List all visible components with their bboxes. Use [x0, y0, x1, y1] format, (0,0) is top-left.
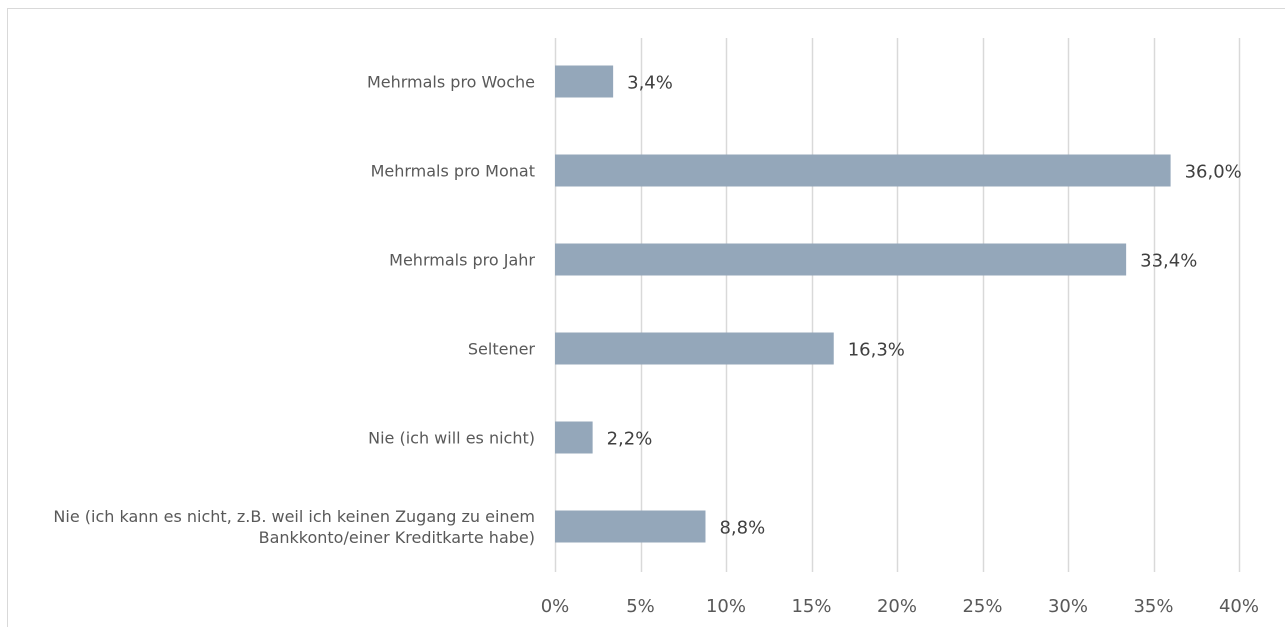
category-label-line: Mehrmals pro Monat [371, 162, 535, 181]
category-label: Mehrmals pro Jahr [389, 251, 535, 270]
category-label-line: Nie (ich kann es nicht, z.B. weil ich ke… [53, 507, 535, 526]
bar [555, 243, 1127, 276]
bar [555, 154, 1171, 187]
x-tick-label: 5% [626, 596, 655, 617]
value-label: 33,4% [1140, 251, 1197, 272]
x-tick-label: 35% [1133, 596, 1173, 617]
bars [555, 65, 1171, 543]
x-axis-tick-labels: 0% 5% 10% 15% 20% 25% 30% 35% 40% [541, 596, 1259, 617]
value-label: 16,3% [848, 340, 905, 361]
x-tick-label: 30% [1048, 596, 1088, 617]
x-tick-label: 20% [877, 596, 917, 617]
value-label: 8,8% [719, 518, 765, 539]
category-label-line: Bankkonto/einer Kreditkarte habe) [259, 528, 535, 547]
x-tick-label: 25% [962, 596, 1002, 617]
bar [555, 332, 834, 365]
category-label: Nie (ich kann es nicht, z.B. weil ich ke… [53, 507, 535, 547]
bar [555, 510, 706, 543]
category-label-line: Mehrmals pro Jahr [389, 251, 535, 270]
category-labels: Mehrmals pro Woche Mehrmals pro Monat Mehr… [53, 73, 535, 548]
bar [555, 421, 593, 454]
x-tick-label: 40% [1219, 596, 1259, 617]
gridlines [554, 38, 1241, 572]
category-label: Seltener [468, 340, 536, 359]
category-label: Nie (ich will es nicht) [368, 429, 535, 448]
value-labels: 3,4% 36,0% 33,4% 16,3% 2,2% 8,8% [607, 73, 1242, 539]
x-tick-label: 10% [706, 596, 746, 617]
category-label-line: Mehrmals pro Woche [367, 73, 535, 92]
x-tick-label: 0% [541, 596, 570, 617]
category-label-line: Nie (ich will es nicht) [368, 429, 535, 448]
chart-frame [7, 8, 1285, 627]
bar [555, 65, 614, 98]
category-label: Mehrmals pro Woche [367, 73, 535, 92]
category-label-line: Seltener [468, 340, 536, 359]
x-tick-label: 15% [791, 596, 831, 617]
value-label: 2,2% [607, 429, 653, 450]
category-label: Mehrmals pro Monat [371, 162, 535, 181]
value-label: 36,0% [1185, 162, 1242, 183]
value-label: 3,4% [627, 73, 673, 94]
